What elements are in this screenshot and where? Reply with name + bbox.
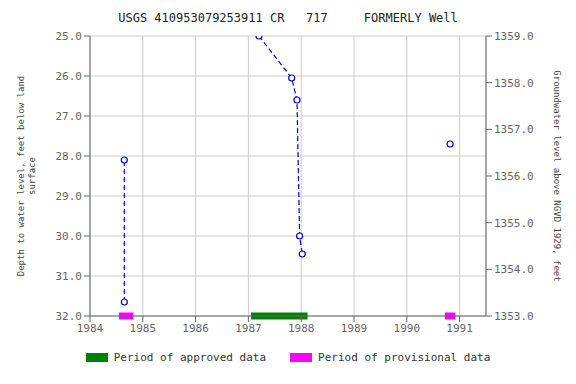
html-text:Period of approved data: Period of approved data	[113, 350, 267, 364]
svg-text:26.0: 26.0	[56, 70, 83, 83]
svg-text:1356.0: 1356.0	[494, 170, 534, 183]
svg-text:31.0: 31.0	[56, 270, 83, 283]
svg-text:Groundwater level above NGVD 1: Groundwater level above NGVD 1929, feet	[552, 70, 562, 281]
svg-text:25.0: 25.0	[56, 30, 83, 43]
svg-text:1985: 1985	[130, 322, 157, 335]
svg-text:1988: 1988	[288, 322, 315, 335]
svg-text:1355.0: 1355.0	[494, 217, 534, 230]
svg-text:1991: 1991	[446, 322, 473, 335]
svg-text:1354.0: 1354.0	[494, 263, 534, 276]
svg-text:28.0: 28.0	[56, 150, 83, 163]
svg-text:1986: 1986	[182, 322, 209, 335]
svg-text:1984: 1984	[77, 322, 104, 335]
svg-text:1359.0: 1359.0	[494, 30, 534, 43]
svg-text:30.0: 30.0	[56, 230, 83, 243]
svg-text:27.0: 27.0	[56, 110, 83, 123]
svg-text:1353.0: 1353.0	[494, 310, 534, 323]
html-text:USGS 410953079253911 CR 717 FO: USGS 410953079253911 CR 717 FORMERLY Wel…	[118, 11, 458, 25]
svg-text:29.0: 29.0	[56, 190, 83, 203]
svg-text:1987: 1987	[235, 322, 262, 335]
svg-text:1989: 1989	[341, 322, 368, 335]
svg-text:32.0: 32.0	[56, 310, 83, 323]
svg-text:1357.0: 1357.0	[494, 123, 534, 136]
svg-text:1990: 1990	[394, 322, 421, 335]
svg-text:1358.0: 1358.0	[494, 77, 534, 90]
svg-text:Depth to water level, feet bel: Depth to water level, feet below landsur…	[16, 76, 37, 276]
html-text:Period of provisional data: Period of provisional data	[318, 350, 491, 364]
